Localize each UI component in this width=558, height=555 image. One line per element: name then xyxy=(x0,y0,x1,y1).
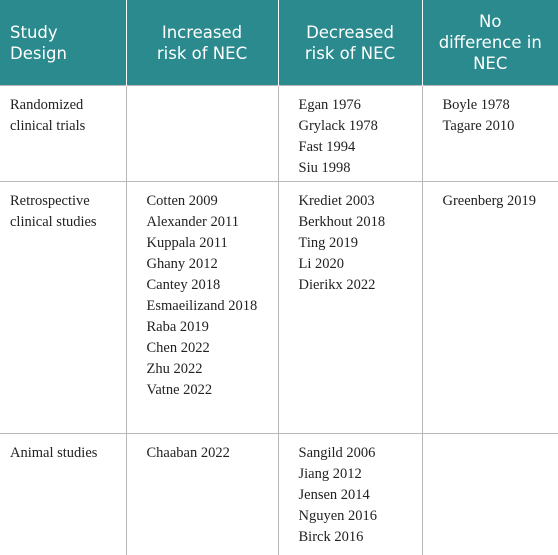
study-reference: Fast 1994 xyxy=(298,139,356,155)
study-reference: Cantey 2018 xyxy=(146,277,221,293)
table-cell: Chaaban 2022 xyxy=(125,433,279,555)
header-cell: No difference in NEC xyxy=(421,0,558,86)
study-reference: Jensen 2014 xyxy=(298,487,370,503)
study-reference: Dierikx 2022 xyxy=(298,277,376,293)
table-cell: Greenberg 2019 xyxy=(421,181,558,434)
header-text: Study xyxy=(10,22,58,42)
study-reference: Birck 2016 xyxy=(298,529,364,545)
study-reference: Berkhout 2018 xyxy=(298,214,386,230)
header-text: NEC xyxy=(473,54,508,73)
study-reference: Siu 1998 xyxy=(298,160,351,176)
table-cell: Krediet 2003 Berkhout 2018 Ting 2019 Li 202… xyxy=(277,181,423,434)
study-reference: Esmaeilizand 2018 xyxy=(146,298,258,314)
header-cell: Decreased risk of NEC xyxy=(277,0,422,86)
header-cell: Study Design xyxy=(0,0,126,86)
table-cell: Sangild 2006 Jiang 2012 Jensen 2014 Nguyen … xyxy=(277,433,423,555)
table-row: Animal studies Chaaban 2022 Sangild 2006 Ji… xyxy=(0,433,558,555)
study-reference: Ting 2019 xyxy=(298,235,359,251)
study-reference: Chaaban 2022 xyxy=(146,445,230,461)
header-text: risk of NEC xyxy=(304,43,396,63)
row-label: Animal studies xyxy=(10,445,98,461)
table-cell: Boyle 1978 Tagare 2010 xyxy=(421,85,558,182)
header-text: No xyxy=(479,12,502,31)
study-reference: Li 2020 xyxy=(298,256,345,272)
table-row: Randomized clinical trials Egan 1976 Grylac… xyxy=(0,85,558,182)
header-row: Study Design Increased risk of NEC Decreased… xyxy=(0,0,558,86)
row-label-cell: Randomized clinical trials xyxy=(0,85,127,182)
row-label: clinical studies xyxy=(10,214,97,230)
header-text: difference in xyxy=(438,33,542,52)
study-reference: Sangild 2006 xyxy=(298,445,376,461)
row-label: clinical trials xyxy=(10,118,86,134)
header-text: Decreased xyxy=(306,22,394,42)
study-reference: Cotten 2009 xyxy=(146,193,218,209)
study-reference: Boyle 1978 xyxy=(442,97,510,113)
study-reference: Greenberg 2019 xyxy=(442,193,537,209)
header-text: Design xyxy=(10,43,67,63)
study-reference: Grylack 1978 xyxy=(298,118,378,134)
row-label: Retrospective xyxy=(10,193,90,209)
row-label-cell: Animal studies xyxy=(0,433,127,555)
header-text: risk of NEC xyxy=(156,43,248,63)
study-reference: Nguyen 2016 xyxy=(298,508,378,524)
header-cell: Increased risk of NEC xyxy=(125,0,278,86)
table-cell xyxy=(421,433,558,555)
study-reference: Ghany 2012 xyxy=(146,256,218,272)
row-label: Randomized xyxy=(10,97,84,113)
header-text: Increased xyxy=(161,22,243,42)
table-row: Retrospective clinical studies Cotten 2009… xyxy=(0,181,558,434)
table-cell: Egan 1976 Grylack 1978 Fast 1994 Siu 1998 xyxy=(277,85,423,182)
row-label-cell: Retrospective clinical studies xyxy=(0,181,127,434)
study-reference: Jiang 2012 xyxy=(298,466,362,482)
study-reference: Chen 2022 xyxy=(146,340,210,356)
study-reference: Raba 2019 xyxy=(146,319,209,335)
study-reference: Egan 1976 xyxy=(298,97,361,113)
table-cell: Cotten 2009 Alexander 2011 Kuppala 2011 Gha… xyxy=(125,181,279,434)
study-reference: Tagare 2010 xyxy=(442,118,515,134)
study-reference: Vatne 2022 xyxy=(146,382,213,398)
study-reference: Alexander 2011 xyxy=(146,214,239,230)
table-cell xyxy=(125,85,279,182)
study-reference: Krediet 2003 xyxy=(298,193,375,209)
study-reference: Kuppala 2011 xyxy=(146,235,228,251)
study-reference: Zhu 2022 xyxy=(146,361,203,377)
